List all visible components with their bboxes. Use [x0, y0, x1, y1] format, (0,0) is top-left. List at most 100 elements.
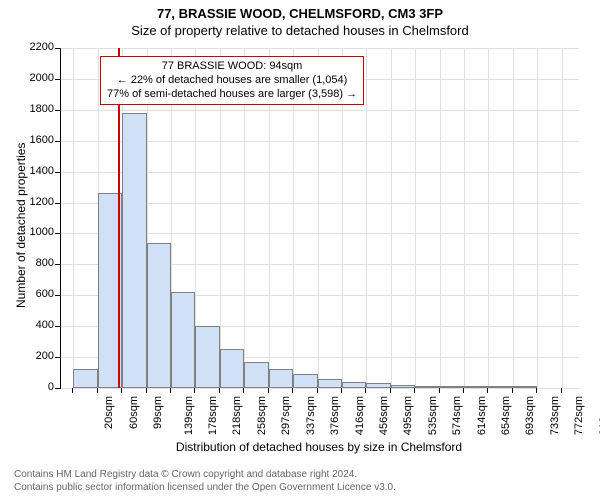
ytick-label: 2200 — [18, 41, 54, 53]
ytick-label: 400 — [18, 319, 54, 331]
xtick-mark — [243, 388, 244, 393]
xtick-label: 297sqm — [280, 396, 292, 435]
grid-line-v — [415, 48, 416, 388]
histogram-bar — [147, 243, 171, 388]
ytick-label: 1200 — [18, 196, 54, 208]
xtick-mark — [146, 388, 147, 393]
ytick-mark — [55, 326, 60, 327]
histogram-bar — [440, 386, 464, 388]
histogram-bar — [391, 385, 415, 388]
xtick-mark — [390, 388, 391, 393]
xtick-label: 337sqm — [305, 396, 317, 435]
xtick-mark — [365, 388, 366, 393]
footer-line-2: Contains public sector information licen… — [14, 482, 396, 495]
xtick-mark — [487, 388, 488, 393]
grid-line-v — [464, 48, 465, 388]
ytick-mark — [55, 79, 60, 80]
grid-line-v — [440, 48, 441, 388]
histogram-bar — [244, 362, 268, 388]
chart-container: 77, BRASSIE WOOD, CHELMSFORD, CM3 3FP Si… — [0, 0, 600, 500]
annotation-line-2: ← 22% of detached houses are smaller (1,… — [107, 74, 357, 88]
xtick-label: 456sqm — [378, 396, 390, 435]
histogram-bar — [464, 386, 488, 388]
histogram-bar — [73, 369, 97, 388]
histogram-bar — [415, 386, 439, 388]
footer-line-1: Contains HM Land Registry data © Crown c… — [14, 469, 396, 482]
x-axis-label: Distribution of detached houses by size … — [60, 440, 578, 454]
xtick-mark — [268, 388, 269, 393]
annotation-line-1: 77 BRASSIE WOOD: 94sqm — [107, 60, 357, 74]
xtick-label: 20sqm — [103, 396, 115, 429]
xtick-mark — [292, 388, 293, 393]
grid-line-v — [488, 48, 489, 388]
xtick-mark — [194, 388, 195, 393]
annotation-box: 77 BRASSIE WOOD: 94sqm ← 22% of detached… — [100, 56, 364, 105]
xtick-label: 614sqm — [476, 396, 488, 435]
ytick-label: 800 — [18, 257, 54, 269]
xtick-label: 218sqm — [232, 396, 244, 435]
ytick-label: 2000 — [18, 72, 54, 84]
grid-line-h — [61, 110, 579, 111]
xtick-mark — [317, 388, 318, 393]
ytick-mark — [55, 233, 60, 234]
xtick-label: 495sqm — [403, 396, 415, 435]
xtick-label: 772sqm — [573, 396, 585, 435]
annotation-line-3: 77% of semi-detached houses are larger (… — [107, 88, 357, 102]
xtick-mark — [561, 388, 562, 393]
xtick-mark — [341, 388, 342, 393]
xtick-mark — [512, 388, 513, 393]
grid-line-h — [61, 48, 579, 49]
grid-line-v — [537, 48, 538, 388]
ytick-mark — [55, 295, 60, 296]
ytick-mark — [55, 48, 60, 49]
histogram-bar — [269, 369, 293, 388]
xtick-label: 258sqm — [256, 396, 268, 435]
xtick-label: 376sqm — [329, 396, 341, 435]
histogram-bar — [318, 379, 342, 388]
xtick-mark — [170, 388, 171, 393]
ytick-mark — [55, 172, 60, 173]
ytick-mark — [55, 203, 60, 204]
xtick-mark — [72, 388, 73, 393]
xtick-label: 99sqm — [152, 396, 164, 429]
grid-line-v — [562, 48, 563, 388]
ytick-mark — [55, 357, 60, 358]
xtick-mark — [463, 388, 464, 393]
xtick-label: 139sqm — [183, 396, 195, 435]
xtick-mark — [536, 388, 537, 393]
histogram-bar — [171, 292, 195, 388]
histogram-bar — [366, 383, 390, 388]
ytick-label: 200 — [18, 350, 54, 362]
grid-line-v — [513, 48, 514, 388]
title-main: 77, BRASSIE WOOD, CHELMSFORD, CM3 3FP — [0, 0, 600, 21]
histogram-bar — [220, 349, 244, 388]
footer: Contains HM Land Registry data © Crown c… — [14, 469, 396, 494]
histogram-bar — [293, 374, 317, 388]
histogram-bar — [342, 382, 366, 388]
title-sub: Size of property relative to detached ho… — [0, 21, 600, 38]
xtick-label: 574sqm — [451, 396, 463, 435]
xtick-label: 733sqm — [549, 396, 561, 435]
xtick-mark — [219, 388, 220, 393]
xtick-label: 535sqm — [427, 396, 439, 435]
ytick-mark — [55, 141, 60, 142]
grid-line-v — [391, 48, 392, 388]
ytick-mark — [55, 388, 60, 389]
xtick-label: 693sqm — [525, 396, 537, 435]
ytick-mark — [55, 110, 60, 111]
histogram-bar — [195, 326, 219, 388]
grid-line-h — [61, 388, 579, 389]
ytick-label: 1000 — [18, 226, 54, 238]
ytick-label: 0 — [18, 381, 54, 393]
ytick-label: 1400 — [18, 165, 54, 177]
xtick-mark — [121, 388, 122, 393]
grid-line-v — [366, 48, 367, 388]
ytick-label: 1600 — [18, 134, 54, 146]
ytick-label: 600 — [18, 288, 54, 300]
xtick-label: 416sqm — [354, 396, 366, 435]
histogram-bar — [122, 113, 146, 388]
xtick-mark — [97, 388, 98, 393]
xtick-mark — [414, 388, 415, 393]
xtick-label: 654sqm — [500, 396, 512, 435]
xtick-mark — [439, 388, 440, 393]
